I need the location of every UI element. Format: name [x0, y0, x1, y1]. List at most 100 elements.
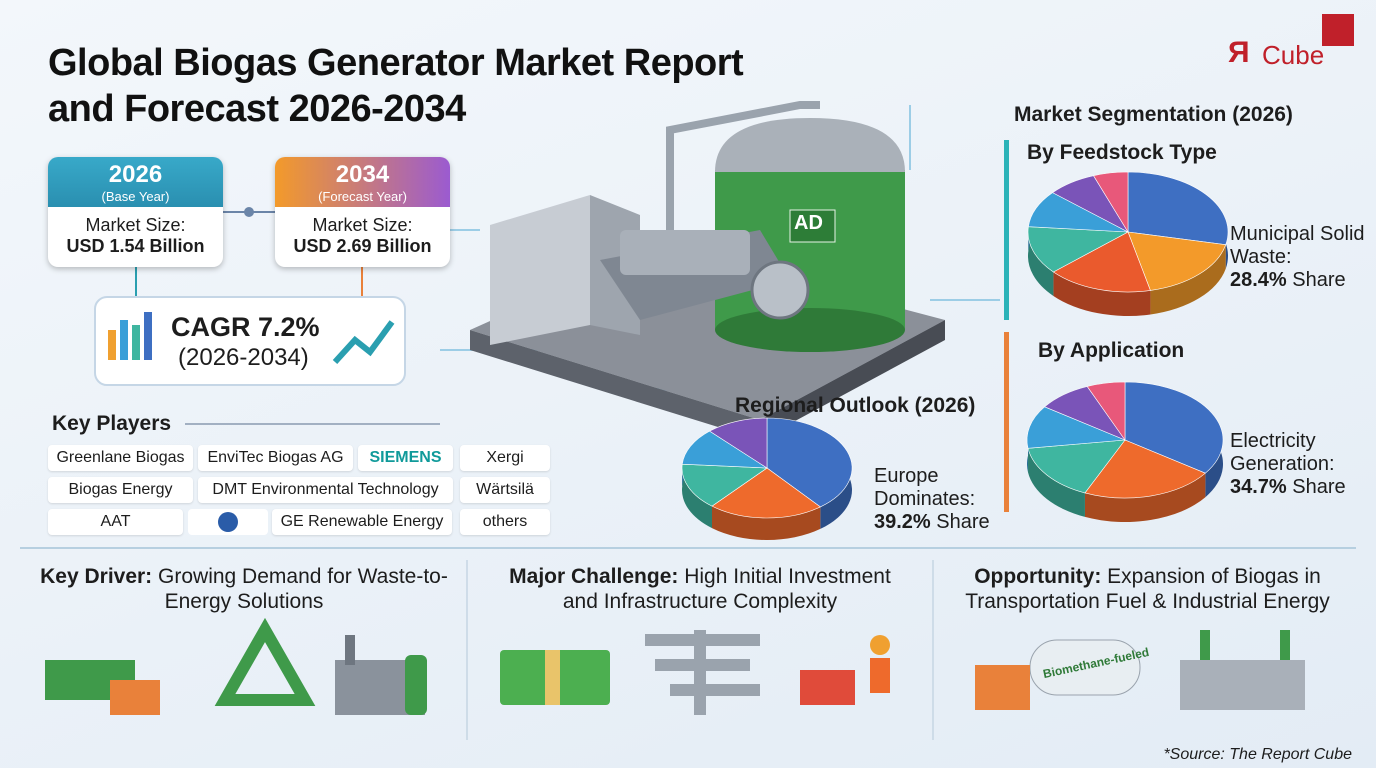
- factory: [1180, 660, 1305, 710]
- cagr-box: [94, 296, 406, 386]
- insight-text: High Initial Investment and Infrastructu…: [562, 565, 891, 613]
- insight-label: Key Driver:: [40, 565, 153, 588]
- pie-slice: [681, 430, 769, 469]
- pie-slice: [681, 463, 768, 507]
- key-player: others: [460, 509, 550, 535]
- pie-slice: [1127, 231, 1227, 291]
- insight-label: Opportunity:: [974, 565, 1102, 588]
- insight-label: Major Challenge:: [509, 565, 679, 588]
- icon-bar: [108, 330, 116, 360]
- pie-side: [682, 464, 713, 529]
- market-box: 2034 (Forecast Year) Market Size: USD 2.…: [275, 157, 450, 267]
- tank-dome: [715, 118, 905, 172]
- insight: Key Driver: Growing Demand for Waste-to-…: [34, 564, 454, 614]
- pie-slice: [711, 467, 821, 519]
- pie-slice: [1093, 171, 1129, 234]
- cagr-period: (2026-2034): [178, 344, 309, 371]
- generator-housing: [490, 195, 590, 345]
- market-box: 2026 (Base Year) Market Size: USD 1.54 B…: [48, 157, 223, 267]
- pie-slice: [766, 417, 853, 508]
- pie-slice: [709, 417, 768, 469]
- key-player: Greenlane Biogas: [48, 445, 193, 471]
- insight: Major Challenge: High Initial Investment…: [490, 564, 910, 614]
- segment-label: Municipal Solid Waste: 28.4% Share: [1230, 223, 1370, 292]
- title: Global Biogas Generator Market Report: [48, 42, 744, 84]
- truck-cab: [110, 680, 160, 715]
- pie-slice: [1026, 406, 1126, 449]
- year: 2026: [108, 161, 163, 188]
- title: and Forecast 2026-2034: [48, 88, 466, 130]
- engine-block: [620, 230, 750, 275]
- tanker-cab: [975, 665, 1030, 710]
- logo-mark: Я: [1228, 36, 1250, 69]
- pie-slice: [1027, 439, 1126, 494]
- key-player: Biogas Energy: [48, 477, 193, 503]
- icon-bar: [120, 320, 128, 360]
- pie-slice: [1127, 171, 1229, 246]
- key-player: EnviTec Biogas AG: [198, 445, 353, 471]
- tank-base: [715, 308, 905, 352]
- key-player: Wärtsilä: [460, 477, 550, 503]
- pie-slice: [1027, 226, 1130, 273]
- icon-bar: [144, 312, 152, 360]
- year: 2034: [335, 161, 390, 188]
- pie-side: [1084, 473, 1206, 522]
- tank-label: AD: [794, 212, 823, 234]
- share: 28.4%: [1230, 269, 1287, 291]
- segmentation-title: Market Segmentation (2026): [1014, 103, 1293, 126]
- label: Europe Dominates:: [874, 465, 976, 510]
- segment-title: By Application: [1038, 339, 1185, 362]
- share-suffix: Share: [936, 511, 990, 533]
- key-player: Xergi: [460, 445, 550, 471]
- share-suffix: Share: [1292, 269, 1346, 291]
- share: 39.2%: [874, 511, 931, 533]
- market-label: Market Size:: [85, 215, 186, 235]
- pie-side: [1053, 271, 1151, 316]
- recycle-icon: [214, 617, 316, 706]
- share-suffix: Share: [1292, 476, 1346, 498]
- key-players-title: Key Players: [52, 412, 172, 435]
- label: Electricity Generation:: [1230, 430, 1335, 475]
- battery: [405, 655, 427, 715]
- year-caption: (Base Year): [101, 189, 170, 204]
- pipes: [645, 630, 760, 715]
- worker-head: [870, 635, 890, 655]
- pipe: [666, 101, 820, 300]
- connector-dot: [244, 207, 254, 217]
- pie-side: [1028, 448, 1085, 517]
- insight: Opportunity: Expansion of Biogas in Tran…: [945, 564, 1350, 614]
- source: *Source: The Report Cube: [1163, 746, 1352, 763]
- market-box-header: 2034 (Forecast Year): [275, 157, 450, 207]
- market-value: USD 2.69 Billion: [293, 236, 432, 256]
- pie-slice: [1052, 231, 1151, 293]
- key-player: AAT: [48, 509, 183, 535]
- key-player: GE Renewable Energy: [272, 509, 452, 535]
- insight-text: Expansion of Biogas in Transportation Fu…: [965, 565, 1330, 613]
- pie-slice: [1124, 381, 1224, 474]
- regional-title: Regional Outlook (2026): [735, 394, 976, 417]
- key-player: SIEMENS: [358, 445, 453, 471]
- worker: [870, 658, 890, 693]
- year-caption: (Forecast Year): [318, 189, 407, 204]
- market-label: Market Size:: [312, 215, 413, 235]
- platform-side: [470, 330, 760, 440]
- money-band: [545, 650, 560, 705]
- segment-label: Electricity Generation: 34.7% Share: [1230, 430, 1360, 499]
- chimney: [1200, 630, 1210, 660]
- pie-slice: [1084, 439, 1206, 499]
- pie-side: [712, 506, 821, 540]
- chimney: [1280, 630, 1290, 660]
- market-box-header: 2026 (Base Year): [48, 157, 223, 207]
- market-value: USD 1.54 Billion: [66, 236, 205, 256]
- alternator: [750, 260, 810, 320]
- barrier: [800, 670, 855, 705]
- logo-text: Cube: [1262, 40, 1325, 70]
- pie-layer: [681, 171, 1229, 540]
- cagr: CAGR 7.2%: [171, 312, 320, 342]
- logo-cube: [1322, 14, 1354, 46]
- share: 34.7%: [1230, 476, 1287, 498]
- accent-bar: [1004, 332, 1009, 512]
- platform-side: [760, 320, 945, 440]
- chimney: [345, 635, 355, 665]
